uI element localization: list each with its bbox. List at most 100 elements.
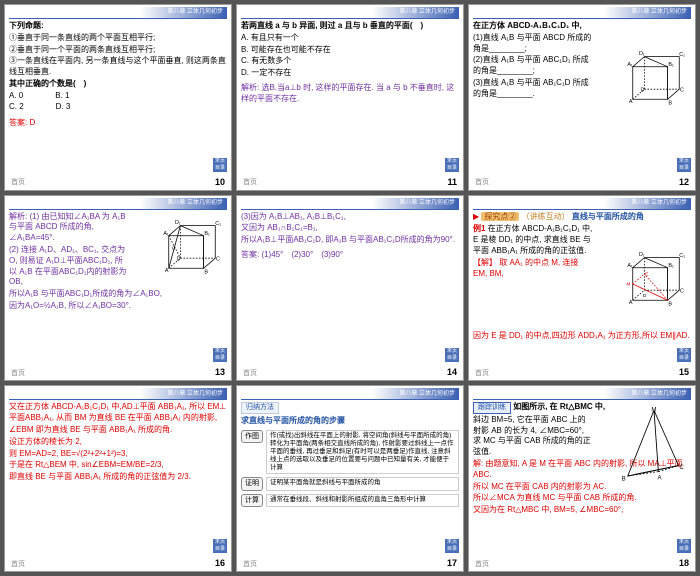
chapter-header: 第八章 立体几何初步 <box>473 198 691 210</box>
method-title: 求直线与平面所成的角的步骤 <box>241 416 459 427</box>
svg-text:A: A <box>629 300 633 306</box>
triangle-diagram: M B C A <box>619 406 689 486</box>
slide-12: 第八章 立体几何初步 在正方体 ABCD-A₁B₁C₁D₁ 中, (1)直线 A… <box>468 4 696 191</box>
page-number: 16 <box>215 557 225 569</box>
opt-b: B. 1 <box>55 91 69 102</box>
svg-text:A: A <box>165 268 169 274</box>
opt-a: A. 0 <box>9 91 23 102</box>
method-2: 证明 证明某平面角就是斜线与平面所成的角 <box>241 477 459 490</box>
cube-diagram: AB CD A₁B₁ C₁D₁ ME <box>625 246 687 308</box>
method-1: 作图 作(或找)出斜线在平面上的射影, 将空间角(斜线与平面所成的角)转化为平面… <box>241 430 459 475</box>
line-4: 则 EM=AD=2, BE=√(2²+2²+1²)=3, <box>9 449 227 460</box>
page-number: 11 <box>447 176 457 188</box>
question: 若两直线 a 与 b 异面, 则过 a 且与 b 垂直的平面( ) <box>241 21 459 32</box>
svg-text:D: D <box>643 293 647 298</box>
svg-text:A₁: A₁ <box>627 263 633 269</box>
chapter-header: 第八章 立体几何初步 <box>9 198 227 210</box>
track-question: 如图所示, 在 Rt△BMC 中, <box>513 402 605 411</box>
analysis: 解析: 选B.当a⊥b 时, 这样的平面存在. 当 a 与 b 不垂直时, 这样… <box>241 83 459 105</box>
opt-b: B. 可能存在也可能不存在 <box>241 45 459 56</box>
question: 在正方体 ABCD-A₁B₁C₁D₁ 中, <box>473 21 593 32</box>
part-1: (1)直线 A₁B 与平面 ABCD 所成的角是________; <box>473 33 593 55</box>
page-number: 15 <box>679 366 689 378</box>
menu-block[interactable]: 末页 目录 <box>445 539 459 553</box>
menu-block[interactable]: 末页 目录 <box>677 158 691 172</box>
chapter-header: 第八章 立体几何初步 <box>473 388 691 400</box>
stmt-2: ②垂直于同一个平面的两条直线互相平行; <box>9 45 227 56</box>
method-3: 计算 通常在垂线段、斜线和射影所组成的直角三角形中计算 <box>241 494 459 507</box>
chapter-header: 第八章 立体几何初步 <box>9 7 227 19</box>
opt-c: C. 2 <box>9 102 24 113</box>
analysis-2: (2) 连接 A₁D、AD₁、BC₁, 交点为 O, 则易证 A₁D⊥平面ABC… <box>9 245 129 288</box>
tab-home[interactable]: 首页 <box>475 369 489 378</box>
page-number: 10 <box>215 176 225 188</box>
slide-16: 第八章 立体几何初步 又在正方体 ABCD-A₁B₁C₁D₁ 中,AD⊥平面 A… <box>4 385 232 572</box>
tab-home[interactable]: 首页 <box>11 369 25 378</box>
svg-text:D₁: D₁ <box>639 252 645 258</box>
method-2-desc: 证明某平面角就是斜线与平面所成的角 <box>266 477 459 490</box>
menu-block[interactable]: 末页 目录 <box>445 158 459 172</box>
method-badge: 归纳方法 <box>241 402 279 413</box>
slide-11: 第八章 立体几何初步 若两直线 a 与 b 异面, 则过 a 且与 b 垂直的平… <box>236 4 464 191</box>
svg-text:A₁: A₁ <box>627 62 633 68</box>
tab-home[interactable]: 首页 <box>243 560 257 569</box>
question-intro: 下列命题: <box>9 21 227 32</box>
sol-1: 【解】 取 AA₁ 的中点 M, 连接 EM, BM, <box>473 258 593 280</box>
svg-text:B: B <box>668 301 672 307</box>
chapter-header: 第八章 立体几何初步 <box>473 7 691 19</box>
chapter-header: 第八章 立体几何初步 <box>9 388 227 400</box>
svg-text:B₁: B₁ <box>668 62 674 68</box>
svg-text:D: D <box>177 256 181 262</box>
part-2: (2)直线 A₁B 与平面 ABC₁D₁ 所成的角是________; <box>473 55 593 77</box>
method-3-label: 计算 <box>241 494 263 507</box>
page-number: 17 <box>447 557 457 569</box>
method-1-label: 作图 <box>241 430 263 443</box>
menu-block[interactable]: 末页 目录 <box>213 158 227 172</box>
chapter-header: 第八章 立体几何初步 <box>241 7 459 19</box>
tab-home[interactable]: 首页 <box>11 178 25 187</box>
tab-home[interactable]: 首页 <box>11 560 25 569</box>
track-label: 跟踪训练 <box>473 402 511 413</box>
cube-diagram: AB CD A₁B₁ C₁D₁ <box>625 45 687 107</box>
svg-text:C₁: C₁ <box>679 52 685 58</box>
svg-text:D: D <box>641 88 645 94</box>
menu-block[interactable]: 末页 目录 <box>445 348 459 362</box>
line-1: 又在正方体 ABCD-A₁B₁C₁D₁ 中,AD⊥平面 ABB₁A₁, 所以 E… <box>9 402 227 424</box>
line-3: 所以A₁B⊥平面AB₁C₁D, 即A₁B 与平面AB₁C₁D所成的角为90°. <box>241 235 459 246</box>
method-3-desc: 通常在垂线段、斜线和射影所组成的直角三角形中计算 <box>266 494 459 507</box>
opt-d: D. 一定不存在 <box>241 68 459 79</box>
answer: 答案: D <box>9 118 227 129</box>
answer: 答案: (1)45° (2)30° (3)90° <box>241 250 459 261</box>
menu-block[interactable]: 末页 目录 <box>213 348 227 362</box>
example-block: 例1 在正方体 ABCD-A₁B₁C₁D₁ 中, E 是棱 DD₁ 的中点, 求… <box>473 224 593 256</box>
svg-text:B: B <box>204 269 208 275</box>
line-1: (3)因为 A₁B⊥AB₁, A₁B⊥B₁C₁, <box>241 212 459 223</box>
slide-13: 第八章 立体几何初步 解析: (1) 由已知知∠A₁BA 为 A₁B 与平面 A… <box>4 195 232 382</box>
method-2-label: 证明 <box>241 477 263 490</box>
explore-title: 直线与平面所成的角 <box>572 212 644 221</box>
menu-block[interactable]: 末页 目录 <box>677 539 691 553</box>
analysis-1: 解析: (1) 由已知知∠A₁BA 为 A₁B 与平面 ABCD 所成的角, ∠… <box>9 212 129 244</box>
tab-home[interactable]: 首页 <box>243 369 257 378</box>
method-1-desc: 作(或找)出斜线在平面上的射影, 将空间角(斜线与平面所成的角)转化为平面角(两… <box>266 430 459 475</box>
example-label: 例1 <box>473 224 485 233</box>
svg-text:C: C <box>216 256 220 262</box>
slide-18: 第八章 立体几何初步 跟踪训练 如图所示, 在 Rt△BMC 中, 斜边 BM=… <box>468 385 696 572</box>
svg-text:C: C <box>679 464 684 471</box>
tab-home[interactable]: 首页 <box>475 560 489 569</box>
tab-home[interactable]: 首页 <box>243 178 257 187</box>
tab-home[interactable]: 首页 <box>475 178 489 187</box>
question-tail: 其中正确的个数是( ) <box>9 79 227 90</box>
part-3: (3)直线 A₁B 与平面 AB₁C₁D 所成的角是________. <box>473 78 593 100</box>
menu-block[interactable]: 末页 目录 <box>213 539 227 553</box>
line-1: 斜边 BM=5, 它在平面 ABC 上的射影 AB 的长为 4, ∠MBC=60… <box>473 415 593 458</box>
slide-10: 第八章 立体几何初步 下列命题: ①垂直于同一条直线的两个平面互相平行; ②垂直… <box>4 4 232 191</box>
sol-4: 又因为在 Rt△MBC 中, BM=5, ∠MBC=60°, <box>473 505 691 516</box>
options-row-1: A. 0 B. 1 <box>9 91 227 102</box>
line-2: 又因为 AB₁∩B₁C₁=B₁, <box>241 223 459 234</box>
svg-text:D₁: D₁ <box>639 51 645 57</box>
page-number: 14 <box>447 366 457 378</box>
svg-text:A: A <box>658 475 663 482</box>
menu-block[interactable]: 末页 目录 <box>677 348 691 362</box>
explore-tag: 探究点② <box>481 212 519 221</box>
